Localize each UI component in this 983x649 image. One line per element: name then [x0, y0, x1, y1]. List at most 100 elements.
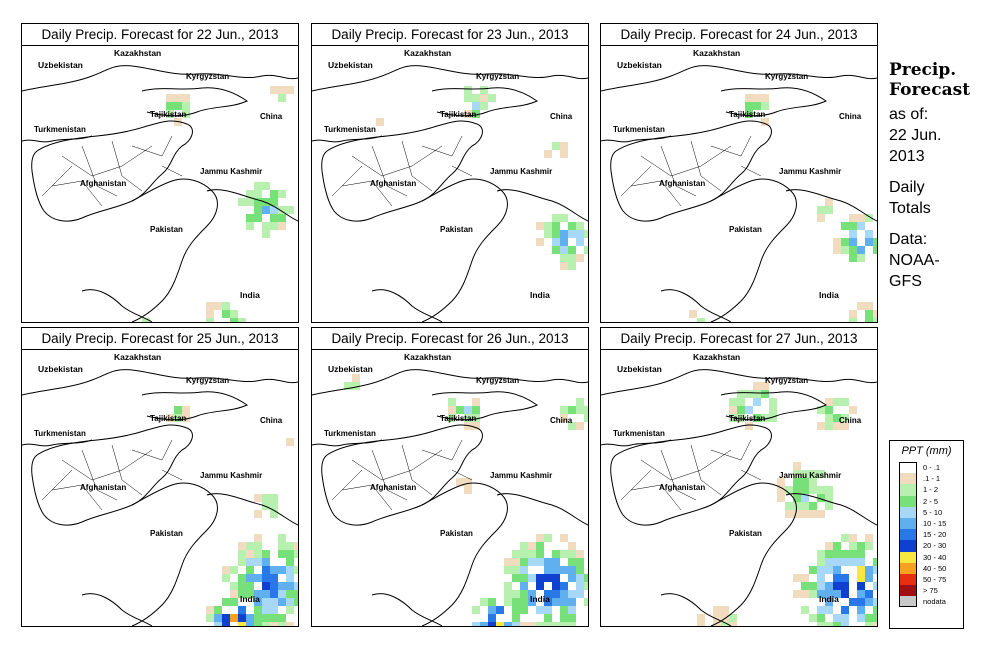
border-line [312, 439, 383, 447]
precip-cell [544, 222, 552, 230]
precip-cell [536, 582, 544, 590]
province-line [351, 145, 443, 177]
precip-cell [873, 582, 877, 590]
precip-cell [833, 422, 841, 430]
precip-cell [576, 398, 584, 406]
precip-cell [456, 406, 464, 414]
precip-cell [560, 406, 568, 414]
precip-cell [849, 318, 857, 322]
legend-item: 20 - 30 [890, 540, 963, 552]
precip-cell [713, 614, 721, 622]
precip-cell [270, 598, 278, 606]
precip-cell [584, 414, 588, 422]
map-label-china: China [839, 112, 862, 121]
province-line [690, 444, 722, 496]
precip-cell [552, 622, 560, 626]
precip-cell [520, 606, 528, 614]
precip-cell [809, 614, 817, 622]
map-label-jammu-kashmir: Jammu Kashmir [200, 471, 262, 480]
precip-cell [761, 390, 769, 398]
precip-cell [825, 406, 833, 414]
precip-cell [560, 590, 568, 598]
panel-title: Daily Precip. Forecast for 27 Jun., 2013 [600, 327, 878, 350]
precip-cell [270, 510, 278, 518]
precip-cell [254, 182, 262, 190]
precip-cell [464, 110, 472, 118]
map-label-pakistan: Pakistan [150, 225, 183, 234]
precip-cell [825, 598, 833, 606]
map-label-turkmenistan: Turkmenistan [613, 125, 665, 134]
map-label-tajikistan: Tajikistan [150, 414, 186, 423]
border-line [496, 493, 588, 526]
map-label-india: India [819, 290, 839, 300]
precip-cell [777, 494, 785, 502]
map-label-uzbekistan: Uzbekistan [328, 60, 373, 70]
precip-cell [761, 94, 769, 102]
precip-cell [737, 406, 745, 414]
legend-swatch [899, 562, 917, 574]
precip-cell [841, 422, 849, 430]
legend-label: 40 - 50 [923, 563, 947, 573]
province-line [161, 165, 183, 177]
province-line [660, 145, 697, 197]
map-label-afghanistan: Afghanistan [659, 483, 705, 492]
precip-cell [166, 102, 174, 110]
precip-cell [504, 622, 512, 626]
precip-cell [520, 574, 528, 582]
border-line [22, 135, 93, 143]
forecast-panel-4: Daily Precip. Forecast for 25 Jun., 2013… [21, 327, 299, 628]
province-line [61, 449, 153, 481]
precip-cell [729, 398, 737, 406]
precip-cell [576, 582, 584, 590]
precip-cell [262, 230, 270, 238]
precip-cell [761, 382, 769, 390]
precip-cell [238, 542, 246, 550]
precip-field [166, 406, 298, 626]
precip-cell [817, 574, 825, 582]
precip-cell [849, 542, 857, 550]
border-line [22, 439, 93, 447]
map-label-tajikistan: Tajikistan [729, 110, 765, 119]
info-daily-line2: Totals [889, 200, 931, 217]
precip-cell [769, 398, 777, 406]
precip-cell [270, 622, 278, 626]
legend-swatch [899, 473, 917, 485]
precip-cell [270, 582, 278, 590]
precip-cell [849, 558, 857, 566]
legend-item: > 75 [890, 585, 963, 597]
precip-field [344, 374, 588, 626]
map-label-kyrgyzstan: Kyrgyzstan [765, 376, 808, 385]
border-line [312, 369, 588, 396]
precip-cell [817, 494, 825, 502]
precip-cell [817, 590, 825, 598]
precip-cell [697, 622, 705, 626]
precip-cell [246, 614, 254, 622]
precip-cell [761, 118, 769, 126]
precip-cell [841, 222, 849, 230]
precip-cell [270, 590, 278, 598]
precip-cell [576, 574, 584, 582]
precip-cell [873, 622, 877, 626]
precip-cell [560, 622, 568, 626]
border-line [785, 493, 877, 526]
precip-cell [246, 622, 254, 626]
precip-cell [520, 558, 528, 566]
precip-cell [512, 598, 520, 606]
legend-swatch [899, 596, 917, 608]
precip-cell [230, 590, 238, 598]
province-line [51, 180, 103, 207]
precip-cell [801, 590, 809, 598]
precip-cell [745, 390, 753, 398]
precip-cell [865, 566, 873, 574]
precip-cell [576, 230, 584, 238]
province-line [161, 469, 183, 481]
border-line [710, 178, 797, 322]
precip-cell [801, 470, 809, 478]
precip-cell [270, 222, 278, 230]
map-svg: Kazakhstan Uzbekistan Kyrgyzstan Tajikistan… [312, 352, 588, 626]
province-line [630, 180, 682, 207]
precip-cell [841, 534, 849, 542]
precip-cell [278, 86, 286, 94]
precip-cell [254, 510, 262, 518]
precip-cell [528, 622, 536, 626]
